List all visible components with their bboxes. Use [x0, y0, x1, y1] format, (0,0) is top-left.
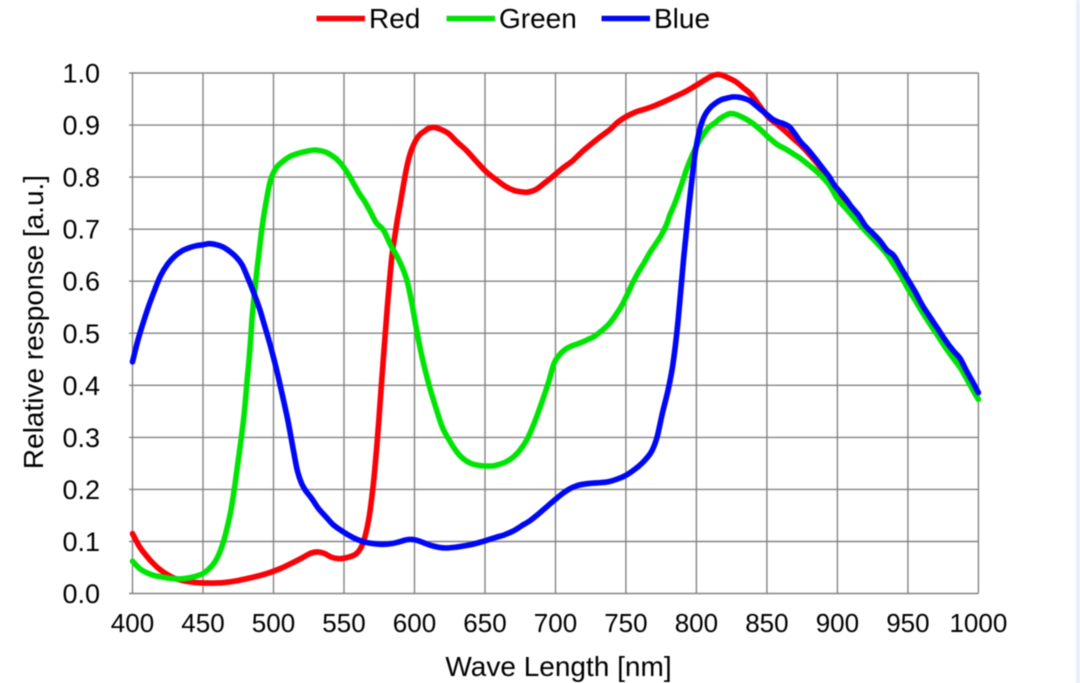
svg-text:1000: 1000 [949, 608, 1007, 638]
svg-text:0.9: 0.9 [62, 111, 100, 141]
svg-text:0.1: 0.1 [62, 527, 100, 557]
svg-text:600: 600 [393, 608, 436, 638]
svg-text:900: 900 [816, 608, 859, 638]
svg-text:400: 400 [111, 608, 154, 638]
svg-text:Green: Green [499, 3, 577, 34]
svg-text:750: 750 [604, 608, 647, 638]
svg-text:800: 800 [675, 608, 718, 638]
svg-text:1.0: 1.0 [62, 59, 100, 89]
svg-text:0.6: 0.6 [62, 267, 100, 297]
svg-text:0.3: 0.3 [62, 423, 100, 453]
svg-text:0.0: 0.0 [62, 579, 100, 609]
svg-text:0.8: 0.8 [62, 163, 100, 193]
svg-text:Red: Red [369, 3, 420, 34]
svg-text:0.5: 0.5 [62, 319, 100, 349]
svg-text:550: 550 [322, 608, 365, 638]
svg-text:Relative response [a.u.]: Relative response [a.u.] [18, 175, 49, 469]
svg-text:Wave Length [nm]: Wave Length [nm] [445, 651, 671, 682]
svg-text:950: 950 [886, 608, 929, 638]
svg-text:450: 450 [181, 608, 224, 638]
svg-text:0.2: 0.2 [62, 475, 100, 505]
svg-text:Blue: Blue [654, 3, 710, 34]
svg-text:0.7: 0.7 [62, 215, 100, 245]
svg-text:650: 650 [463, 608, 506, 638]
svg-text:0.4: 0.4 [62, 371, 100, 401]
svg-text:850: 850 [745, 608, 788, 638]
svg-text:500: 500 [252, 608, 295, 638]
svg-text:700: 700 [534, 608, 577, 638]
